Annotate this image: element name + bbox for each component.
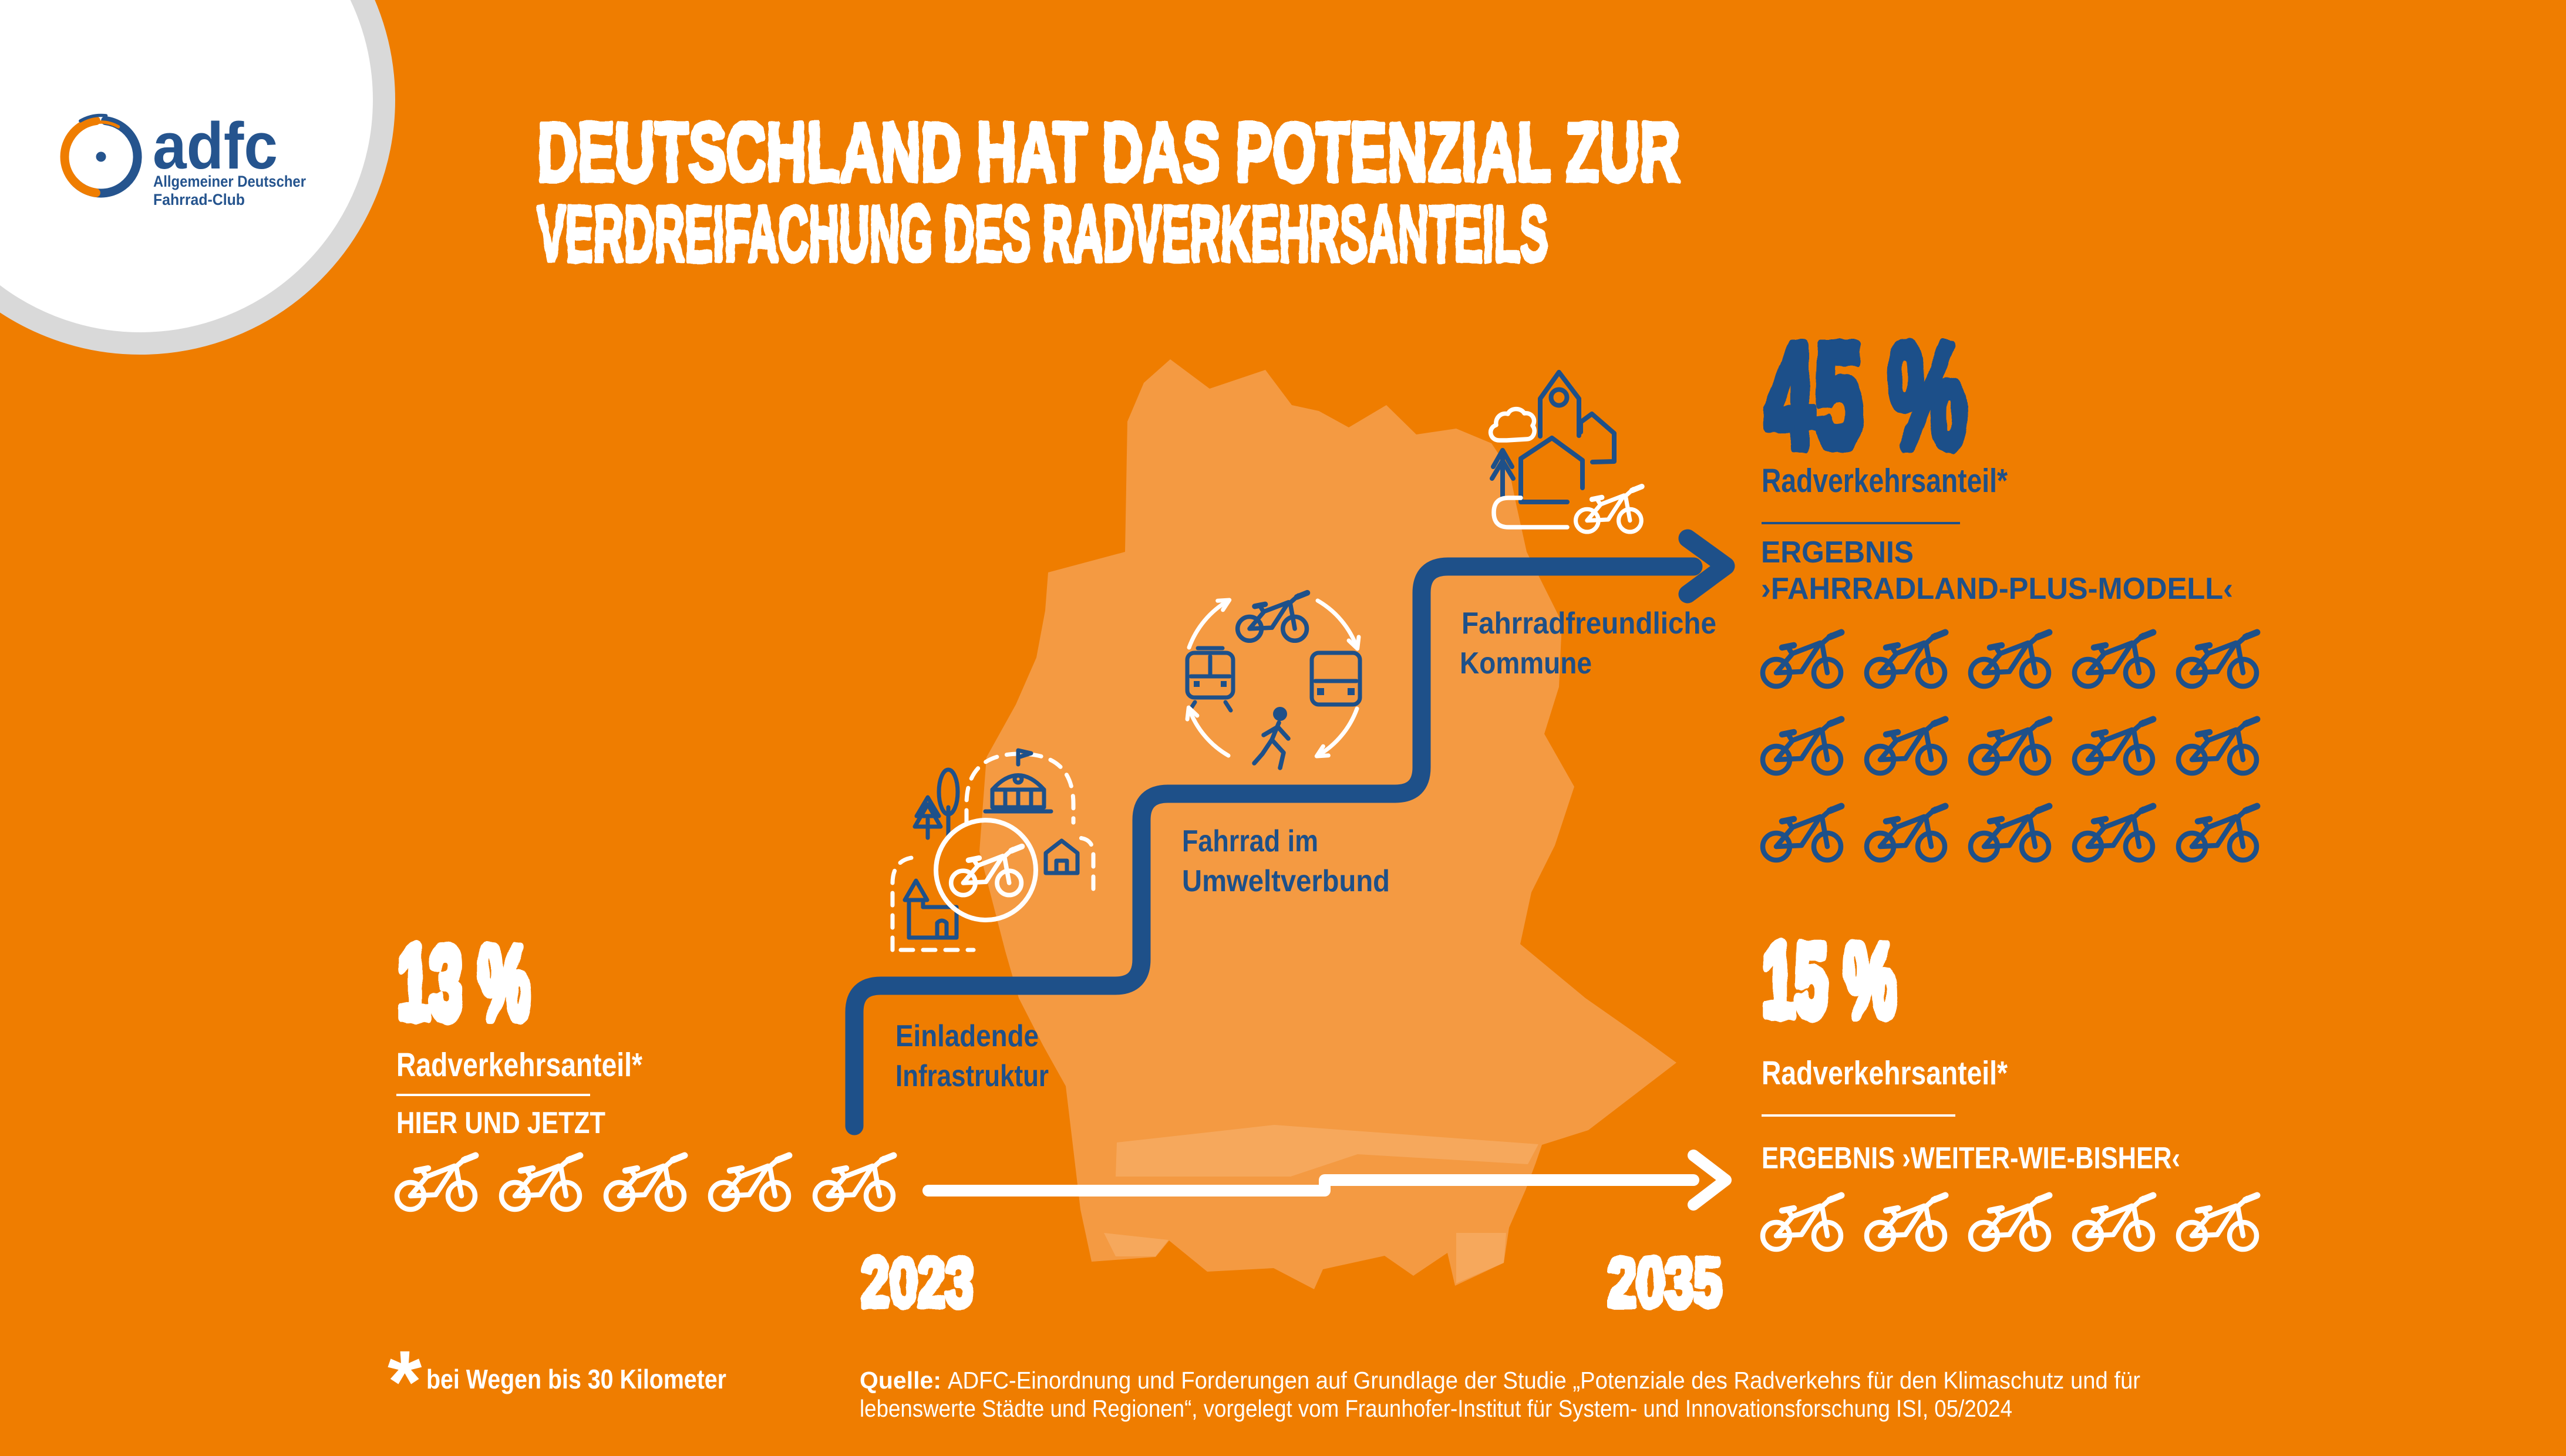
- svg-text:adfc: adfc: [153, 109, 278, 183]
- svg-text:2035: 2035: [1608, 1243, 1722, 1321]
- svg-text:Radverkehrsanteil*: Radverkehrsanteil*: [1762, 462, 2008, 500]
- svg-text:ADFC-Einordnung und Forderunge: ADFC-Einordnung und Forderungen auf Grun…: [948, 1367, 2140, 1394]
- svg-text:Allgemeiner Deutscher: Allgemeiner Deutscher: [153, 173, 306, 190]
- svg-text:VERDREIFACHUNG DES RADVERKEHRS: VERDREIFACHUNG DES RADVERKEHRSANTEILS: [537, 189, 1548, 278]
- svg-text:45 %: 45 %: [1765, 313, 1966, 477]
- svg-text:ERGEBNIS ›WEITER-WIE-BISHER‹: ERGEBNIS ›WEITER-WIE-BISHER‹: [1762, 1141, 2180, 1175]
- svg-text:2023: 2023: [861, 1243, 974, 1321]
- svg-text:bei Wegen bis 30 Kilometer: bei Wegen bis 30 Kilometer: [426, 1364, 726, 1394]
- svg-text:Fahrrad-Club: Fahrrad-Club: [153, 191, 245, 208]
- svg-text:ERGEBNIS: ERGEBNIS: [1761, 535, 1914, 569]
- svg-text:*: *: [388, 1332, 422, 1431]
- svg-text:Quelle:: Quelle:: [860, 1367, 941, 1394]
- svg-text:lebenswerte Städte und Regione: lebenswerte Städte und Regionen“, vorgel…: [860, 1395, 2012, 1422]
- svg-text:Umweltverbund: Umweltverbund: [1182, 864, 1390, 898]
- svg-text:Radverkehrsanteil*: Radverkehrsanteil*: [396, 1046, 643, 1084]
- svg-text:Fahrrad im: Fahrrad im: [1182, 824, 1318, 858]
- svg-text:Fahrradfreundliche: Fahrradfreundliche: [1462, 606, 1716, 641]
- svg-text:HIER UND JETZT: HIER UND JETZT: [396, 1106, 605, 1140]
- svg-text:Einladende: Einladende: [895, 1019, 1039, 1053]
- svg-text:Infrastruktur: Infrastruktur: [895, 1059, 1049, 1093]
- svg-text:Radverkehrsanteil*: Radverkehrsanteil*: [1762, 1054, 2008, 1092]
- svg-text:›FAHRRADLAND-PLUS-MODELL‹: ›FAHRRADLAND-PLUS-MODELL‹: [1761, 572, 2233, 606]
- svg-text:13 %: 13 %: [398, 925, 530, 1040]
- svg-text:15 %: 15 %: [1762, 923, 1897, 1038]
- svg-text:DEUTSCHLAND HAT DAS POTENZIAL: DEUTSCHLAND HAT DAS POTENZIAL ZUR: [537, 106, 1680, 199]
- svg-text:Kommune: Kommune: [1460, 646, 1592, 680]
